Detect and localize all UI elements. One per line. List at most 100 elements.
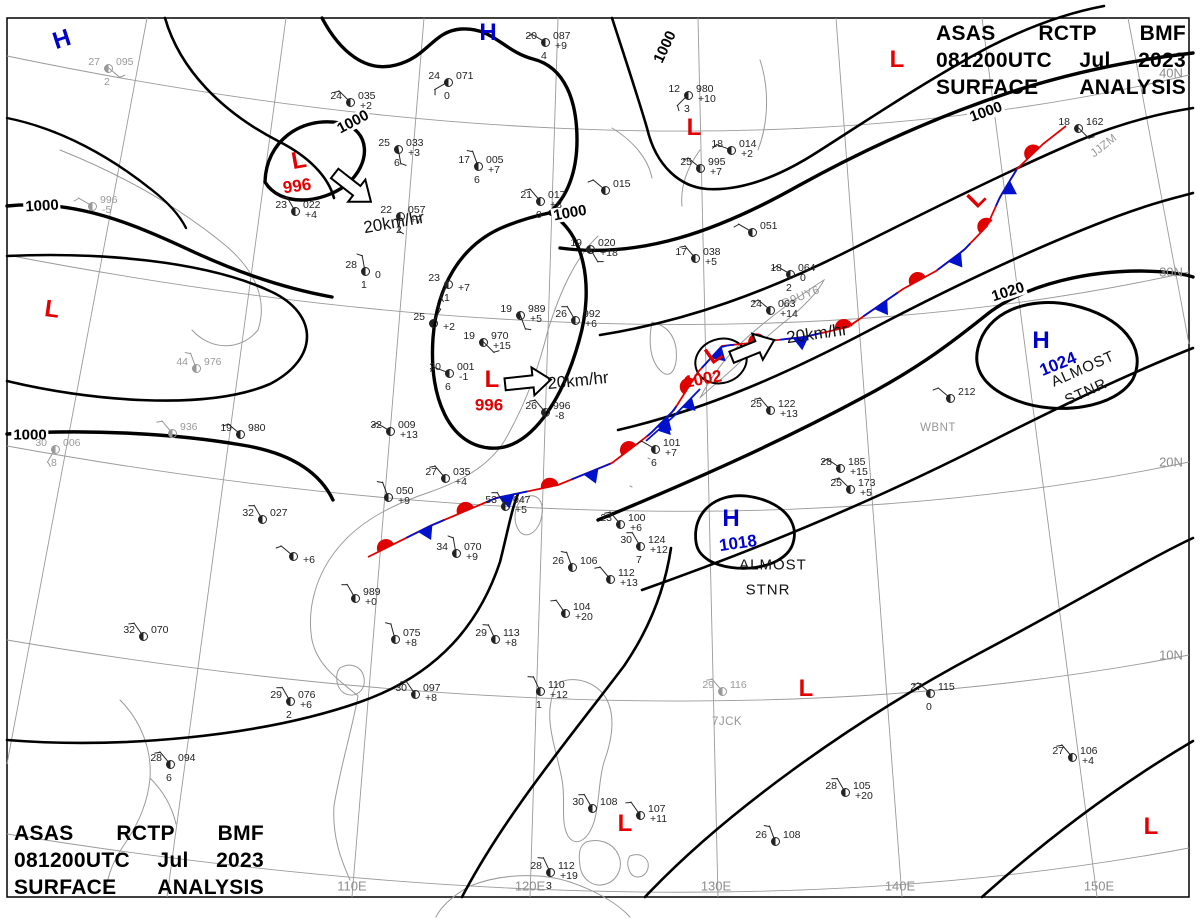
- cloud-cover-icon: [191, 363, 201, 373]
- station-pressure: 095: [116, 56, 134, 68]
- station-temperature: 24: [750, 298, 762, 310]
- station-extra: 1: [361, 279, 367, 291]
- pressure-value-label: 996: [281, 174, 313, 198]
- station-temperature: 32: [123, 624, 135, 636]
- station-tendency: +20: [855, 790, 873, 802]
- station-temperature: 27: [910, 681, 922, 693]
- station-tendency: -8: [555, 410, 565, 422]
- station-temperature: 29: [475, 627, 487, 639]
- station-pressure: 006: [63, 437, 81, 449]
- title-line-3: SURFACE ANALYSIS: [14, 874, 264, 901]
- cloud-cover-icon: [840, 787, 850, 797]
- station-pressure: 112: [558, 860, 575, 872]
- cold-section-line: [995, 169, 1018, 207]
- cloud-cover-icon: [87, 201, 97, 211]
- station-pressure: 047: [513, 494, 531, 506]
- station-temperature: 27: [88, 56, 100, 68]
- warm-front-semicircle-icon: [1024, 144, 1040, 160]
- cloud-cover-icon: [726, 145, 736, 155]
- station-tendency: +2: [741, 148, 753, 160]
- isobar-label-1000: 1000: [11, 426, 49, 444]
- station-pressure: 050: [396, 485, 414, 497]
- station-extra: 2: [396, 224, 402, 236]
- station-tendency: +11: [650, 813, 668, 825]
- station-tendency: +5: [530, 313, 542, 325]
- title-word: BMF: [1139, 22, 1186, 45]
- title-word: SURFACE: [14, 876, 117, 899]
- station-temperature: 26: [555, 308, 567, 320]
- station-temperature: 26: [525, 400, 537, 412]
- warm-front-semicircle-icon: [456, 501, 474, 515]
- station-pressure: 112: [618, 567, 635, 579]
- warm-front-semicircle-icon: [834, 318, 853, 330]
- station-pressure: 105: [853, 780, 871, 792]
- station-pressure: 108: [600, 796, 618, 808]
- station-tendency: +7: [488, 164, 500, 176]
- longitude-label: 110E: [337, 878, 367, 894]
- station-pressure: 009: [398, 419, 416, 431]
- station-pressure: 035: [358, 90, 376, 102]
- station-pressure: 064: [798, 262, 816, 274]
- cloud-cover-icon: [1067, 752, 1077, 762]
- station-pressure: 001: [457, 361, 475, 373]
- cold-front-triangle-icon: [710, 346, 726, 362]
- station-pressure: 076: [298, 689, 316, 701]
- station-extra: 6: [445, 381, 451, 393]
- cold-front-line: [645, 388, 701, 442]
- station-tendency: +12: [650, 544, 668, 556]
- cloud-cover-icon: [567, 562, 577, 572]
- station-temperature: 30: [620, 534, 632, 546]
- station-pressure: 071: [456, 70, 474, 82]
- station-tendency: +7: [710, 166, 722, 178]
- longitude-label: 150E: [1083, 878, 1115, 894]
- title-line-2: 081200UTC Jul 2023: [936, 47, 1186, 74]
- station-temperature: 18: [770, 262, 782, 274]
- station-temperature: 25: [413, 311, 425, 323]
- station-temperature: 25: [680, 156, 692, 168]
- low-center-symbol: L: [617, 810, 633, 837]
- station-tendency: +6: [300, 699, 312, 711]
- station-pressure: 100: [628, 512, 646, 524]
- cold-section-line: [779, 332, 822, 341]
- station-pressure: 122: [778, 398, 796, 410]
- station-temperature: 23: [600, 512, 612, 524]
- station-pressure: 101: [663, 437, 681, 449]
- low-center-symbol: L: [484, 366, 500, 393]
- station-pressure: 022: [303, 199, 321, 211]
- station-pressure: 980: [248, 422, 266, 434]
- cloud-cover-icon: [845, 484, 855, 494]
- cloud-cover-icon: [257, 514, 267, 524]
- station-temperature: 17: [675, 246, 687, 258]
- cloud-cover-icon: [167, 428, 177, 438]
- low-center-symbol: L: [798, 675, 814, 702]
- station-pressure: 996: [100, 194, 118, 206]
- cold-front-triangle-icon: [682, 397, 696, 411]
- station-pressure: 970: [491, 330, 509, 342]
- cloud-cover-icon: [535, 196, 545, 206]
- cold-front-triangle-icon: [948, 252, 963, 268]
- map-frame: [6, 17, 1190, 898]
- cold-front-triangle-icon: [498, 494, 515, 509]
- cloud-cover-icon: [138, 631, 148, 641]
- longitude-label: 130E: [700, 878, 732, 894]
- station-pressure: 070: [151, 624, 169, 636]
- low-center-symbol: L: [1143, 813, 1159, 840]
- cloud-cover-icon: [288, 551, 298, 561]
- title-word: ASAS: [14, 822, 74, 845]
- high-center-symbol: H: [479, 19, 497, 46]
- station-pressure: 173: [858, 477, 876, 489]
- station-tendency: +8: [505, 637, 517, 649]
- warm-front-semicircle-icon: [679, 377, 694, 395]
- station-tendency: +8: [405, 637, 417, 649]
- station-extra: 6: [166, 772, 172, 784]
- warm-front-semicircle-icon: [908, 271, 926, 286]
- station-temperature: 24: [330, 90, 342, 102]
- isobar-label-1000: 1000: [22, 196, 62, 216]
- ship-callsign-label: WBNT: [920, 422, 956, 434]
- warm-front-semicircle-icon: [619, 441, 637, 456]
- title-word: ANALYSIS: [1079, 76, 1186, 99]
- cloud-cover-icon: [587, 803, 597, 813]
- station-tendency: +14: [780, 308, 798, 320]
